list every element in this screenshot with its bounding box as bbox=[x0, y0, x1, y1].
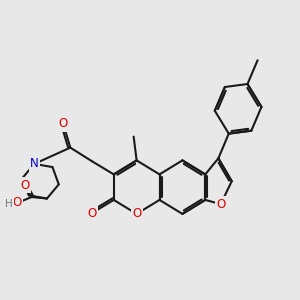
Text: O: O bbox=[20, 178, 30, 192]
Text: O: O bbox=[216, 198, 225, 211]
Text: O: O bbox=[87, 206, 97, 220]
Text: O: O bbox=[58, 117, 68, 130]
Text: H: H bbox=[5, 199, 13, 208]
Text: O: O bbox=[13, 196, 22, 209]
Text: N: N bbox=[30, 158, 39, 170]
Text: O: O bbox=[132, 207, 141, 220]
